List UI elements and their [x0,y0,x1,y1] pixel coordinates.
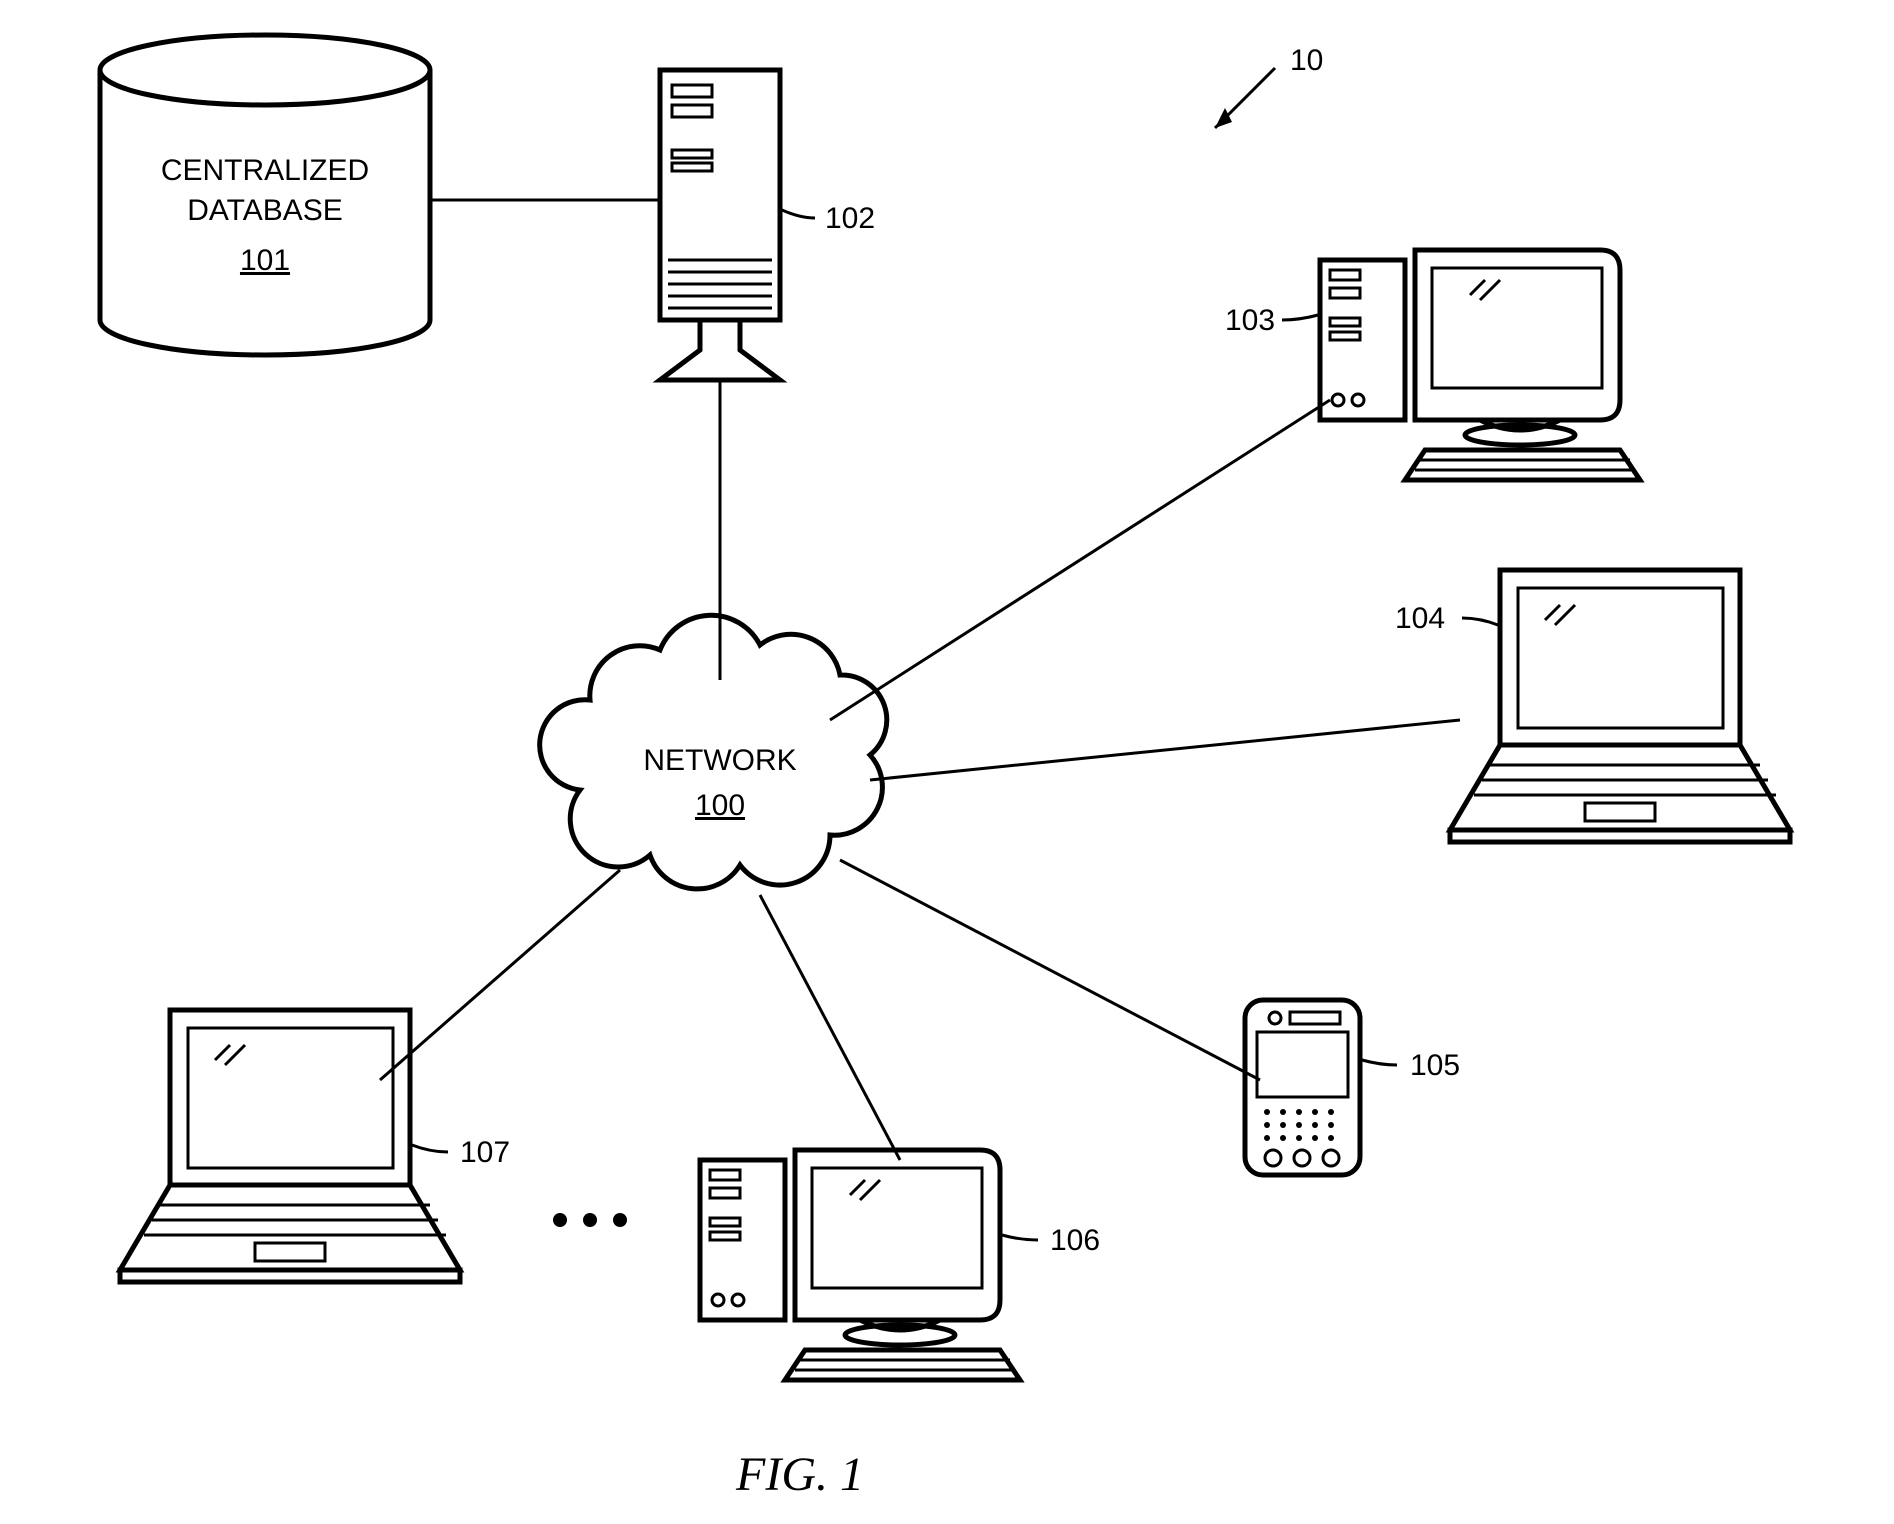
database-ref: 101 [240,244,290,277]
laptop-left-node [120,1010,460,1282]
laptop-right-node [1450,570,1790,842]
server-ref: 102 [825,202,875,235]
system-ref: 10 [1290,44,1323,77]
desktop-bottom-node [700,1150,1038,1380]
network-cloud: NETWORK 100 [540,615,887,889]
edges [380,200,1460,1160]
phone-ref: 105 [1410,1049,1460,1082]
network-label: NETWORK [643,744,796,777]
phone-node [1245,1000,1397,1175]
laptop-right-ref: 104 [1395,602,1445,635]
system-ref-arrow: 10 [1215,44,1323,128]
server-node: 102 [660,70,875,380]
figure-caption: FIG. 1 [735,1448,864,1501]
desktop-right-node [1282,250,1640,480]
network-ref: 100 [695,789,745,822]
database-node: CENTRALIZED DATABASE 101 [100,35,430,355]
laptop-left-ref: 107 [460,1136,510,1169]
ellipsis-icon [553,1213,627,1227]
database-label-2: DATABASE [187,194,343,227]
desktop-bottom-ref: 106 [1050,1224,1100,1257]
desktop-right-ref: 103 [1225,304,1275,337]
database-label-1: CENTRALIZED [161,154,369,187]
